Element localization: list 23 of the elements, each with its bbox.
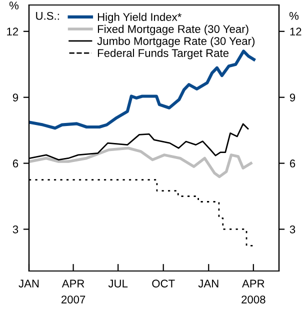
x-tick-label: JAN	[198, 280, 218, 288]
x-tick-label: JAN	[18, 280, 39, 288]
legend-label: Jumbo Mortgage Rate (30 Year)	[97, 36, 254, 48]
y-axis-title: %	[9, 2, 19, 10]
line-series	[29, 146, 252, 178]
legend-label: Federal Funds Target Rate	[98, 48, 229, 60]
y2-tick-label: 6	[290, 160, 296, 168]
y-tick-label: 9	[12, 94, 18, 102]
y-tick-label: 3	[12, 226, 18, 234]
x-tick-label: APR 2008	[242, 280, 266, 304]
x-tick-label: OCT	[152, 280, 175, 288]
y-tick-label: 6	[12, 160, 18, 168]
x-tick-label: APR 2007	[61, 280, 86, 304]
y2-tick-label: 12	[290, 28, 302, 36]
y2-axis-title: %	[289, 12, 299, 20]
legend-label: Fixed Mortgage Rate (30 Year)	[98, 24, 248, 36]
y2-tick-label: 3	[290, 226, 296, 234]
legend-title: U.S.:	[36, 12, 59, 20]
line-series	[29, 50, 256, 130]
y2-tick-label: 9	[290, 94, 296, 102]
y-tick-label: 12	[7, 28, 18, 36]
x-tick-label: JUL	[108, 280, 128, 288]
legend-label: High Yield Index*	[98, 12, 182, 24]
